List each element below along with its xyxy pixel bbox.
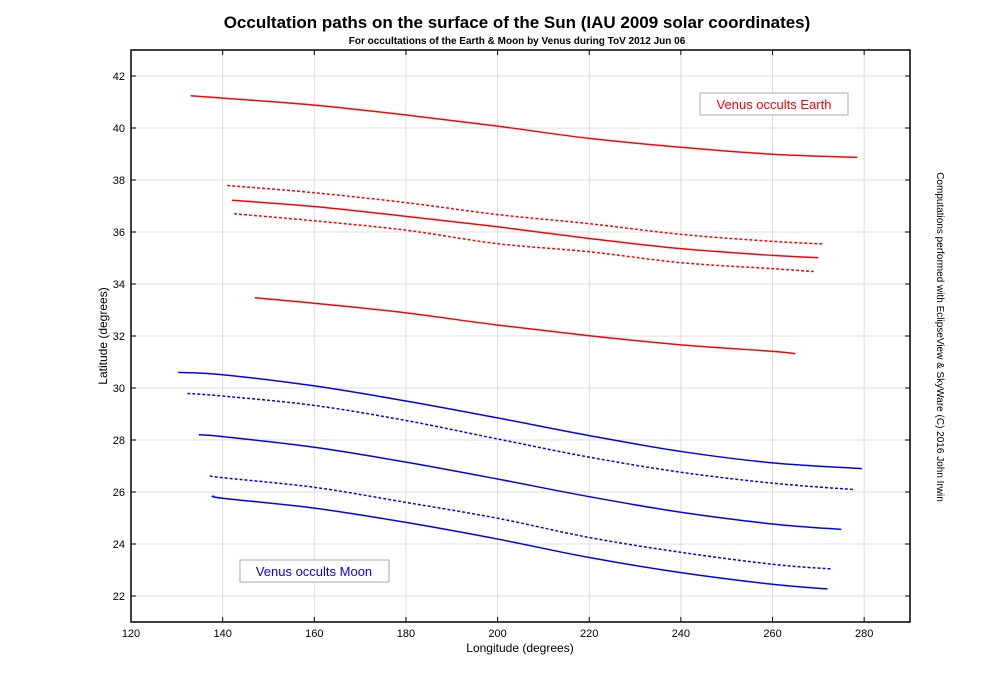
series-line-earth-dashed bbox=[227, 184, 823, 245]
legend-moon: Venus occults Moon bbox=[239, 559, 390, 583]
x-tick-label: 160 bbox=[305, 628, 323, 640]
chart-title: Occultation paths on the surface of the … bbox=[224, 13, 811, 32]
y-tick-label: 22 bbox=[113, 591, 125, 603]
y-tick-label: 42 bbox=[113, 71, 125, 83]
legend-moon-box bbox=[239, 559, 390, 583]
y-tick-label: 34 bbox=[113, 279, 125, 291]
grid bbox=[130, 50, 910, 622]
legend-earth-box bbox=[699, 92, 849, 116]
x-tick-label: 200 bbox=[488, 628, 506, 640]
y-tick-label: 38 bbox=[113, 175, 125, 187]
x-tick-label: 220 bbox=[580, 628, 598, 640]
series-line-earth-dashed bbox=[234, 213, 814, 273]
y-tick-label: 36 bbox=[113, 227, 125, 239]
series-line-moon-solid bbox=[211, 495, 828, 590]
y-axis-label: Latitude (degrees) bbox=[96, 287, 110, 384]
x-tick-label: 140 bbox=[213, 628, 231, 640]
legend-earth: Venus occults Earth bbox=[699, 92, 849, 116]
x-tick-label: 120 bbox=[122, 628, 140, 640]
x-tick-label: 240 bbox=[672, 628, 690, 640]
chart-subtitle: For occultations of the Earth & Moon by … bbox=[349, 36, 686, 47]
series-line-earth-solid bbox=[254, 297, 796, 355]
y-tick-label: 28 bbox=[113, 435, 125, 447]
series-line-earth-solid bbox=[231, 199, 819, 259]
legend-earth-label: Venus occults Earth bbox=[717, 97, 832, 112]
series-line-moon-solid bbox=[198, 434, 842, 531]
series-group bbox=[178, 95, 862, 590]
y-tick-label: 24 bbox=[113, 539, 125, 551]
y-tick-label: 40 bbox=[113, 123, 125, 135]
series-line-moon-dashed bbox=[209, 474, 832, 570]
x-axis-label: Longitude (degrees) bbox=[466, 641, 573, 655]
y-tick-label: 30 bbox=[113, 383, 125, 395]
legend-moon-label: Venus occults Moon bbox=[256, 564, 372, 579]
side-note: Computations performed with EclipseView … bbox=[934, 172, 945, 502]
y-tick-label: 26 bbox=[113, 487, 125, 499]
series-line-moon-solid bbox=[178, 371, 862, 470]
x-tick-label: 180 bbox=[397, 628, 415, 640]
x-tick-label: 260 bbox=[763, 628, 781, 640]
series-line-moon-dashed bbox=[187, 392, 856, 491]
ticks: 120 140 160 180 200 220 240 260 280 22 24 26 28 30 32 3… bbox=[113, 50, 910, 640]
series-line-earth-solid bbox=[190, 95, 858, 159]
x-tick-label: 280 bbox=[855, 628, 873, 640]
y-tick-label: 32 bbox=[113, 331, 125, 343]
